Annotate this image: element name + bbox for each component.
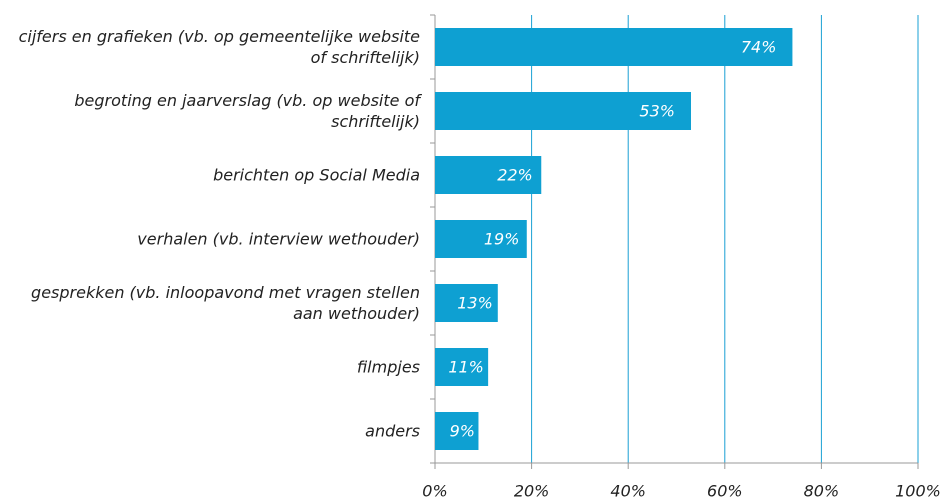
value-label: 13%	[457, 294, 493, 313]
bar	[435, 412, 479, 450]
bar	[435, 92, 691, 130]
value-label: 19%	[484, 230, 520, 249]
x-tick-label: 20%	[514, 482, 550, 501]
bar	[435, 28, 793, 66]
bar	[435, 156, 542, 194]
category-label: anders	[365, 421, 420, 441]
bar	[435, 348, 489, 386]
value-label: 11%	[448, 358, 484, 377]
category-label: cijfers en grafieken (vb. op gemeentelij…	[18, 27, 420, 67]
category-label: begroting en jaarverslag (vb. op website…	[74, 91, 420, 131]
bar	[435, 284, 498, 322]
bar	[435, 220, 527, 258]
x-tick-label: 0%	[422, 482, 447, 501]
category-label: verhalen (vb. interview wethouder)	[137, 229, 420, 249]
category-label: filmpjes	[356, 357, 420, 377]
x-tick-label: 40%	[610, 482, 646, 501]
value-label: 53%	[639, 102, 675, 121]
category-label: berichten op Social Media	[213, 165, 420, 185]
x-tick-label: 60%	[707, 482, 743, 501]
value-label: 22%	[497, 166, 533, 185]
x-tick-label: 80%	[804, 482, 840, 501]
value-label: 74%	[741, 38, 777, 57]
value-label: 9%	[450, 422, 475, 441]
category-label: gesprekken (vb. inloopavond met vragen s…	[31, 283, 420, 323]
x-tick-label: 100%	[895, 482, 941, 501]
